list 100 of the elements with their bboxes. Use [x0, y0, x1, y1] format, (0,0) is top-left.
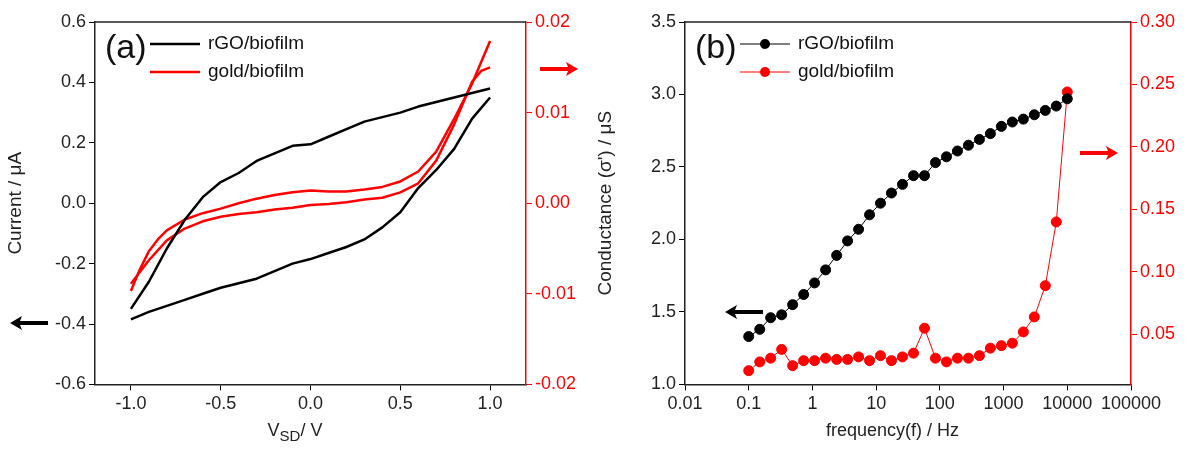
point	[973, 133, 985, 145]
x-tick-label: 1000	[983, 393, 1024, 414]
point	[820, 264, 832, 276]
point	[1028, 109, 1040, 121]
x-tick-label: 10000	[1042, 393, 1093, 414]
point	[929, 352, 941, 364]
x-tick-label: 0.1	[736, 393, 762, 414]
y-tick-label: 0.0	[60, 192, 86, 213]
legend-label: rGO/biofilm	[208, 32, 305, 54]
point	[874, 350, 886, 362]
point	[1061, 93, 1073, 105]
point	[885, 355, 897, 367]
y-tick-label: 3.5	[650, 10, 676, 31]
x-tick-label: 1	[807, 393, 818, 414]
y-tick-label: -0.4	[54, 312, 86, 333]
point	[896, 351, 908, 363]
point	[776, 343, 788, 355]
y-axis-title: Conductance (σ') / μS	[593, 110, 615, 296]
point	[940, 356, 952, 368]
point	[896, 178, 908, 190]
point	[919, 170, 930, 182]
y-tick-label: 2.0	[650, 228, 676, 249]
x-tick-label: 0.01	[667, 393, 703, 414]
point	[765, 312, 777, 324]
x-tick-label: 0.0	[297, 393, 324, 414]
x-axis-title: V$_{SD}$/ V	[266, 420, 324, 444]
point	[951, 145, 963, 157]
point	[853, 223, 865, 235]
point	[1039, 104, 1051, 116]
point	[919, 322, 930, 334]
point	[842, 353, 854, 365]
y-tick-label: 3.0	[650, 83, 676, 104]
point	[951, 352, 963, 364]
x-axis-title: frequency(f) / Hz	[824, 420, 960, 441]
point	[798, 289, 810, 301]
point	[787, 299, 799, 311]
annotation: (b)	[695, 27, 737, 66]
point	[962, 352, 974, 364]
point	[820, 352, 832, 364]
x-tick-label: 0.5	[387, 393, 413, 414]
point	[864, 209, 876, 221]
point	[798, 355, 810, 367]
y-tick-label: 1.5	[650, 300, 676, 321]
point	[831, 249, 843, 261]
point	[929, 157, 941, 169]
point	[995, 120, 1007, 132]
y2-tick-label: 0.00	[535, 192, 571, 213]
legend-label: gold/biofilm	[208, 60, 305, 82]
y-tick-label: 0.6	[60, 10, 86, 31]
annotation: (a)	[105, 27, 147, 66]
y-tick-label: 0.4	[60, 71, 86, 92]
point	[908, 170, 920, 182]
point	[853, 351, 865, 363]
y-tick-label: -0.2	[54, 252, 86, 273]
y-tick-label: 2.5	[650, 155, 676, 176]
point	[1017, 326, 1029, 338]
point	[940, 151, 952, 163]
y2-tick-label: 0.01	[535, 101, 571, 122]
point	[864, 355, 876, 367]
point	[743, 331, 755, 343]
y2-tick-label: 0.10	[1140, 260, 1176, 281]
x-tick-label: 100	[924, 393, 955, 414]
y2-tick-label: -0.02	[535, 373, 577, 394]
x-tick-label: 10	[866, 393, 887, 414]
point	[973, 350, 985, 362]
point	[885, 187, 897, 199]
point	[1050, 100, 1062, 112]
y2-tick-label: 0.02	[535, 10, 571, 31]
point	[787, 360, 799, 372]
point	[984, 128, 996, 140]
point	[809, 277, 821, 289]
point	[1006, 116, 1018, 128]
point	[908, 347, 920, 359]
y2-tick-label: -0.01	[535, 282, 577, 303]
y-axis-title: Current / μA	[3, 151, 25, 255]
y2-tick-label: 0.30	[1140, 10, 1176, 31]
point	[874, 197, 886, 209]
point	[743, 365, 755, 377]
point	[831, 353, 843, 365]
point	[1006, 337, 1018, 349]
point	[1050, 216, 1062, 228]
point	[809, 355, 821, 367]
x-tick-label: 100000	[1100, 393, 1162, 414]
point	[754, 356, 766, 368]
point	[962, 139, 974, 151]
legend-label: rGO/biofilm	[798, 32, 895, 54]
y2-tick-label: 0.05	[1140, 323, 1176, 344]
legend-label: gold/biofilm	[798, 60, 895, 82]
point	[995, 340, 1007, 352]
point	[776, 309, 788, 321]
y-tick-label: 0.2	[60, 131, 86, 152]
point	[842, 235, 854, 247]
y2-tick-label: 0.25	[1140, 73, 1176, 94]
x-tick-label: -1.0	[115, 393, 147, 414]
y-tick-label: 1.0	[650, 373, 676, 394]
point	[765, 352, 777, 364]
point	[984, 342, 996, 354]
point	[1039, 280, 1051, 292]
y-tick-label: -0.6	[54, 373, 86, 394]
y2-tick-label: 0.20	[1140, 135, 1176, 156]
